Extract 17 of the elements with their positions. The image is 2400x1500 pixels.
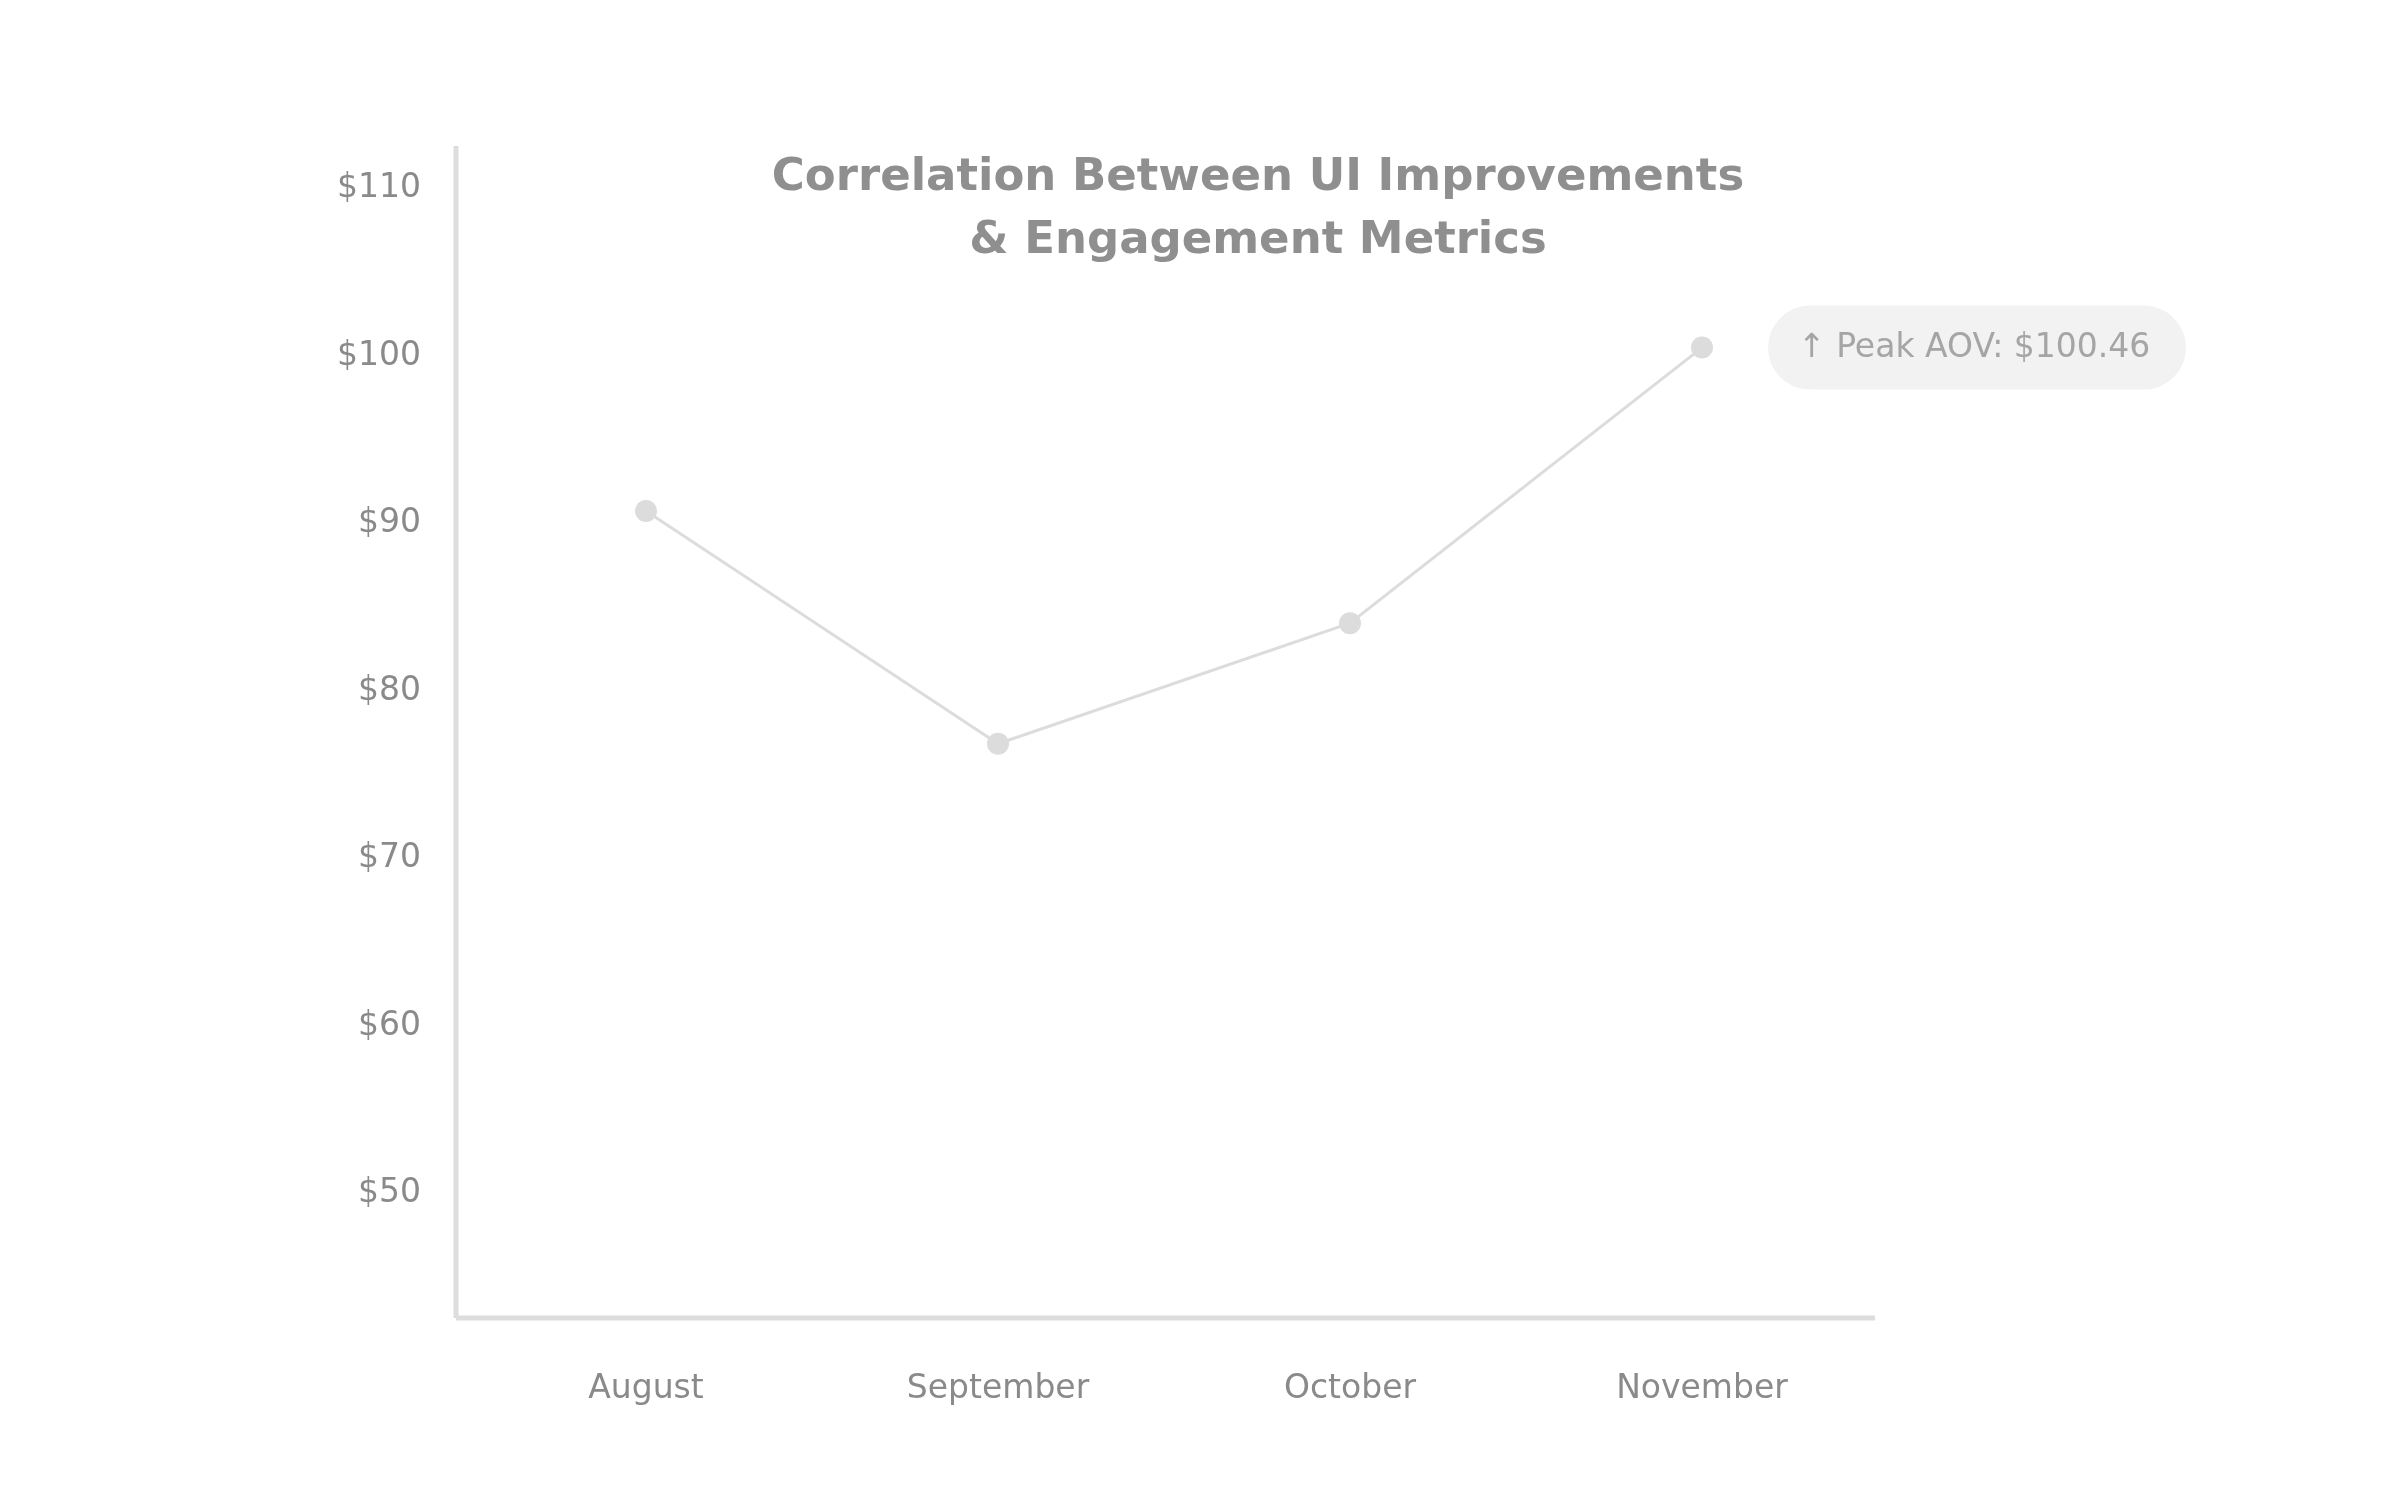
point [635, 499, 657, 522]
x-tick-label: October [1283, 1366, 1417, 1406]
point [1339, 612, 1361, 635]
y-tick-label: $60 [358, 1003, 421, 1043]
y-tick-label: $80 [358, 668, 421, 708]
x-tick-label: September [906, 1366, 1090, 1406]
y-tick-label: $110 [337, 166, 421, 206]
y-tick-label: $70 [358, 836, 421, 876]
point [1691, 336, 1713, 359]
y-tick-label: $100 [337, 333, 421, 373]
point [987, 732, 1009, 755]
x-tick-label: November [1616, 1366, 1789, 1406]
y-tick-label: $90 [358, 501, 421, 541]
text: Correlation Between UI Improvements & Engagement Metrics [771, 148, 1745, 264]
x-tick-label: August [588, 1366, 704, 1406]
y-tick-label: $50 [358, 1170, 421, 1210]
annotation: ↑ Peak AOV: $100.46 [1798, 326, 2151, 366]
